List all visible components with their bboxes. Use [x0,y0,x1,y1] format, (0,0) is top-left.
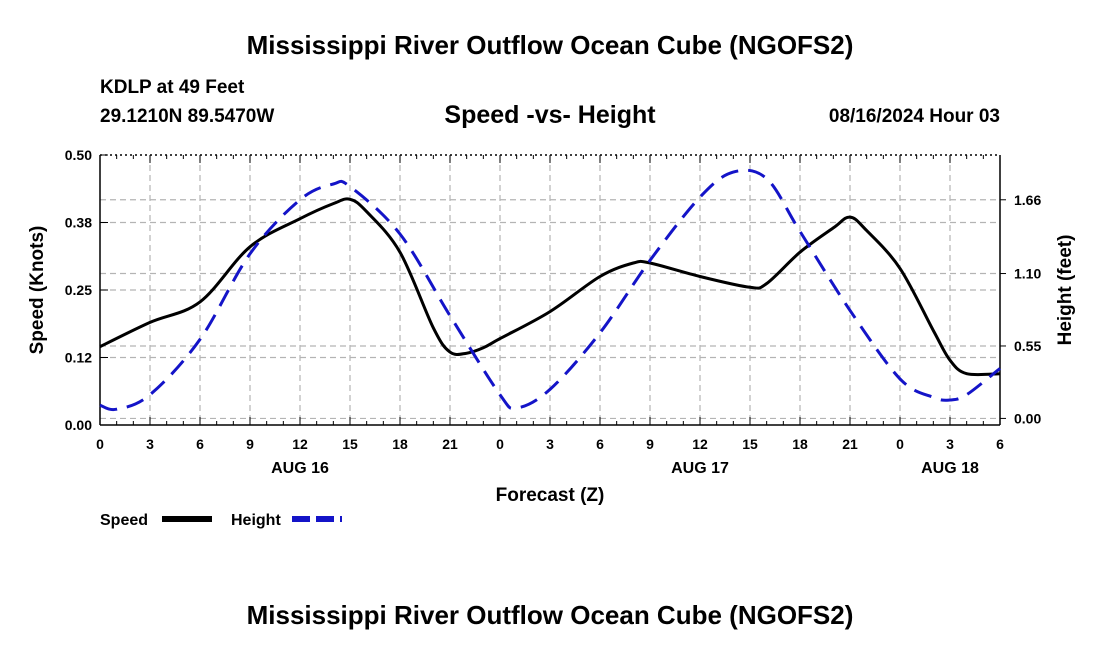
x-tick-label: 3 [546,436,554,452]
footer-title: Mississippi River Outflow Ocean Cube (NG… [246,600,854,630]
y2-tick-label: 0.55 [1014,338,1041,354]
x-tick-label: 3 [946,436,954,452]
x-tick-label: 18 [792,436,808,452]
day-label: AUG 18 [921,460,979,477]
x-tick-label: 0 [496,436,504,452]
x-tick-label: 15 [342,436,358,452]
x-tick-label: 6 [596,436,604,452]
forecast-datetime: 08/16/2024 Hour 03 [828,106,1000,127]
x-tick-label: 12 [692,436,708,452]
x-tick-label: 0 [896,436,904,452]
station-label: KDLP at 49 Feet [100,77,245,98]
x-tick-label: 21 [442,436,458,452]
x-tick-label: 12 [292,436,308,452]
x-tick-label: 6 [996,436,1004,452]
y-tick-label: 0.25 [65,282,92,298]
x-tick-label: 3 [146,436,154,452]
y2-axis-label: Height (feet) [1055,235,1076,346]
x-tick-label: 6 [196,436,204,452]
day-label: AUG 16 [271,460,329,477]
chart-subtitle: Speed -vs- Height [444,101,656,129]
x-tick-label: 9 [246,436,254,452]
x-tick-label: 18 [392,436,408,452]
y-axis-label: Speed (Knots) [27,226,48,355]
y2-tick-label: 1.66 [1014,192,1041,208]
y-tick-label: 0.00 [65,417,92,433]
x-tick-label: 0 [96,436,104,452]
y2-tick-label: 1.10 [1014,266,1041,282]
y-tick-label: 0.12 [65,350,92,366]
x-axis-label: Forecast (Z) [496,485,605,506]
chart-title: Mississippi River Outflow Ocean Cube (NG… [246,30,854,60]
height-series-line [99,168,1001,412]
speed-series-line [99,197,1001,377]
legend-speed-label: Speed [100,512,148,529]
x-tick-label: 21 [842,436,858,452]
legend-height-label: Height [231,512,281,529]
y-tick-label: 0.50 [65,147,92,163]
x-tick-label: 9 [646,436,654,452]
day-label: AUG 17 [671,460,729,477]
y2-tick-label: 0.00 [1014,410,1041,426]
x-tick-label: 15 [742,436,758,452]
y-tick-label: 0.38 [65,215,92,231]
coordinates-label: 29.1210N 89.5470W [100,106,275,127]
